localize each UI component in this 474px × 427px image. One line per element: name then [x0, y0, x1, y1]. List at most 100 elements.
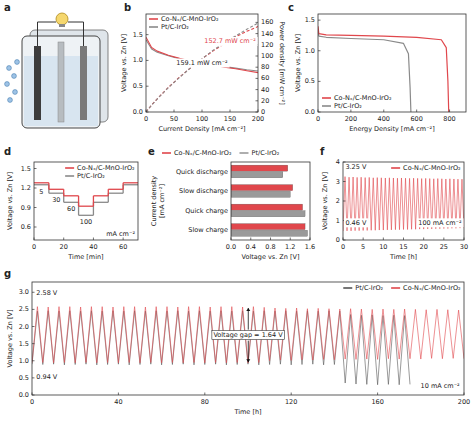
annotation: Voltage gap = 1.64 V — [213, 331, 283, 339]
plot-frame — [318, 14, 466, 112]
x-tick-label: 60 — [119, 243, 127, 251]
step — [108, 189, 123, 190]
series-line — [32, 307, 464, 363]
legend-label: Pt/C-IrO₂ — [334, 102, 362, 110]
x-tick — [291, 393, 292, 396]
x-axis-title: Voltage vs. Zn [V] — [242, 253, 300, 261]
x-tick-label: 150 — [224, 115, 236, 123]
y2-tick-label: 120 — [261, 41, 273, 49]
legend-swatch — [322, 97, 331, 99]
series-line — [318, 29, 411, 112]
y-tick-label: 3.0 — [19, 288, 29, 296]
plot-frame — [34, 162, 138, 240]
y2-tick-label: 0 — [261, 108, 265, 116]
x-tick-label: 200 — [345, 115, 357, 123]
y2-axis-title: Power density [mW cm⁻²] — [278, 21, 286, 104]
y-tick-label: 1.2 — [21, 184, 31, 192]
y-tick — [146, 34, 149, 35]
y-tick — [146, 112, 149, 113]
x-tick — [32, 393, 33, 396]
annotation: 0.46 V — [345, 219, 367, 227]
step-riser — [78, 196, 79, 206]
x-tick — [270, 238, 271, 241]
annotation: 3.25 V — [345, 163, 367, 171]
x-tick — [383, 110, 384, 113]
x-tick — [34, 238, 35, 241]
panel-letter: a — [4, 2, 11, 13]
y-tick-label: 0.0 — [305, 108, 315, 116]
x-axis-title: Time [min] — [67, 253, 103, 261]
y-tick-label: 1.5 — [21, 165, 31, 173]
x-tick — [318, 110, 319, 113]
y-tick — [34, 188, 37, 189]
legend-label: Co-Nₓ/C-MnO-IrO₂ — [161, 15, 219, 23]
current-label: 5 — [39, 188, 43, 196]
plot-frame — [343, 162, 464, 240]
y2-tick — [256, 33, 259, 34]
zinc-electrode — [80, 46, 87, 120]
plot-frame — [231, 162, 310, 240]
x-tick — [416, 110, 417, 113]
y-tick — [32, 326, 35, 327]
panel-letter: c — [288, 2, 294, 13]
category-label: Slow discharge — [179, 187, 228, 195]
x-tick — [174, 110, 175, 113]
legend-swatch — [149, 18, 158, 20]
x-tick — [118, 393, 119, 396]
x-tick-label: 10 — [379, 243, 387, 251]
x-tick-label: 0 — [32, 243, 36, 251]
y-tick-label: 2 — [336, 197, 340, 205]
x-axis-title: Energy Density [mA cm⁻²] — [349, 125, 434, 133]
annotation: 100 mA cm⁻² — [418, 219, 462, 227]
y-tick — [146, 60, 149, 61]
legend: Pt/C-IrO₂Co-Nₓ/C-MnO-IrO₂ — [343, 284, 461, 292]
y-tick-label: 0.5 — [133, 82, 143, 90]
bulb — [56, 13, 68, 25]
x-tick-label: 0 — [316, 115, 320, 123]
x-tick — [403, 238, 404, 241]
x-tick — [383, 238, 384, 241]
plot-area — [34, 183, 138, 216]
step-riser — [48, 183, 49, 190]
plot-frame — [146, 14, 258, 112]
legend-swatch — [239, 152, 248, 154]
y2-tick-label: 140 — [261, 30, 273, 38]
x-tick-label: 120 — [285, 398, 297, 406]
x-tick — [423, 238, 424, 241]
bar — [231, 185, 293, 191]
legend-swatch — [391, 167, 400, 169]
y-tick-label: 1.5 — [133, 31, 143, 39]
x-tick-label: 0.8 — [265, 243, 275, 251]
legend-swatch — [322, 105, 331, 107]
label-patch — [35, 372, 60, 381]
x-tick — [258, 110, 259, 113]
y-tick — [32, 360, 35, 361]
y2-tick — [256, 112, 259, 113]
air-electrode — [34, 46, 41, 120]
y-tick-label: 1.0 — [305, 47, 315, 55]
plot-area — [343, 177, 464, 231]
y2-tick — [256, 56, 259, 57]
x-tick-label: 15 — [399, 243, 407, 251]
legend: Co-Nₓ/C-MnO-IrO₂ — [391, 164, 461, 172]
y-tick — [343, 240, 346, 241]
legend-label: Co-Nₓ/C-MnO-IrO₂ — [334, 94, 392, 102]
y-tick — [343, 201, 346, 202]
x-tick-label: 1.6 — [305, 243, 315, 251]
oxygen-bubble — [5, 82, 10, 87]
legend-label: Pt/C-IrO₂ — [161, 23, 189, 31]
y-tick-label: 1.0 — [19, 357, 29, 365]
y-tick — [318, 81, 321, 82]
plot-frame — [32, 282, 464, 395]
y-tick-label: 3 — [336, 178, 340, 186]
y2-tick-label: 60 — [261, 74, 269, 82]
bar — [231, 191, 290, 197]
plot-area — [32, 307, 464, 385]
series-line — [146, 26, 258, 112]
y-axis-title: Voltage vs. Zn [V] — [6, 310, 14, 368]
x-tick — [377, 393, 378, 396]
x-tick-label: 0 — [30, 398, 34, 406]
legend-label: Co-Nₓ/C-MnO-IrO₂ — [403, 284, 461, 292]
step — [108, 193, 123, 194]
y-tick — [32, 395, 35, 396]
